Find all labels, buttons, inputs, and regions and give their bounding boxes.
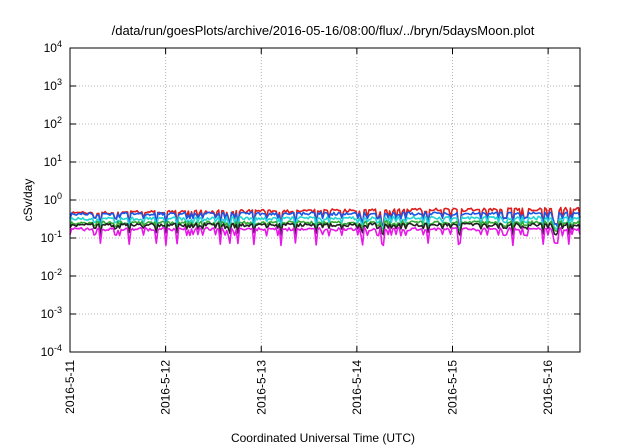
y-tick-label: 101 bbox=[44, 153, 62, 169]
y-tick-label: 103 bbox=[44, 77, 62, 93]
y-tick-label: 10-3 bbox=[41, 305, 62, 321]
y-axis-label: cSv/day bbox=[21, 179, 35, 222]
y-tick-label: 102 bbox=[44, 115, 62, 131]
series-line-6 bbox=[69, 226, 581, 247]
series-line-2 bbox=[69, 211, 581, 228]
series-line-4 bbox=[69, 220, 581, 233]
chart-title: /data/run/goesPlots/archive/2016-05-16/0… bbox=[112, 23, 535, 38]
x-tick-label: 2016-5-15 bbox=[446, 360, 460, 415]
grid-layer bbox=[70, 48, 580, 352]
x-tick-label: 2016-5-16 bbox=[541, 360, 555, 415]
x-tick-label: 2016-5-14 bbox=[350, 360, 364, 415]
series-layer bbox=[69, 206, 581, 247]
x-tick-label: 2016-5-12 bbox=[159, 360, 173, 415]
tick-layer: 104 103 102 101 100 10-1 10-2 10-3 10-42016-5-11… bbox=[41, 39, 580, 415]
y-tick-label: 104 bbox=[44, 39, 62, 55]
series-line-3 bbox=[69, 215, 581, 231]
x-tick-label: 2016-5-11 bbox=[63, 360, 77, 414]
x-axis-label: Coordinated Universal Time (UTC) bbox=[231, 431, 415, 445]
y-tick-label: 100 bbox=[44, 191, 62, 207]
series-line-5 bbox=[69, 222, 581, 236]
y-tick-label: 10-4 bbox=[41, 343, 62, 359]
x-tick-label: 2016-5-13 bbox=[254, 360, 268, 415]
y-tick-label: 10-1 bbox=[41, 229, 62, 245]
y-tick-label: 10-2 bbox=[41, 267, 62, 283]
